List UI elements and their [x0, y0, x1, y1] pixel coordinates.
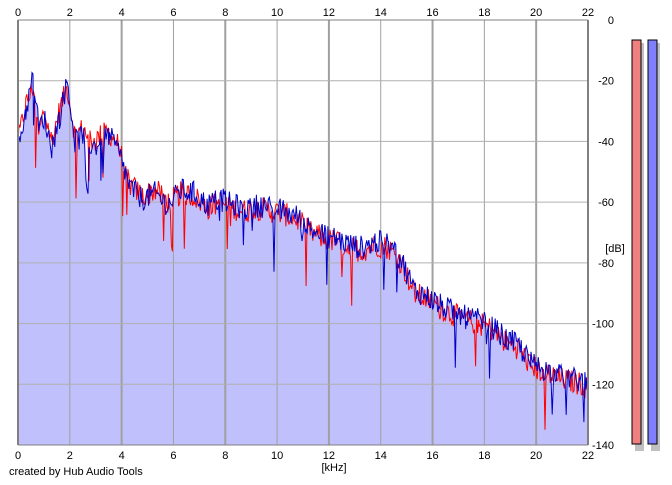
credit-text: created by Hub Audio Tools — [9, 466, 143, 478]
x-tick-label-top: 6 — [170, 7, 176, 19]
level-meter-2 — [647, 39, 658, 445]
y-tick-label: 0 — [608, 15, 614, 27]
x-tick-label-bottom: 20 — [530, 450, 542, 462]
x-tick-label-bottom: 18 — [478, 450, 490, 462]
x-tick-label-bottom: 6 — [170, 450, 176, 462]
x-tick-label-bottom: 4 — [119, 450, 125, 462]
y-tick-label: -60 — [598, 197, 614, 209]
x-tick-label-top: 12 — [323, 7, 335, 19]
x-tick-label-top: 14 — [375, 7, 387, 19]
y-tick-label: -20 — [598, 76, 614, 88]
x-tick-label-top: 0 — [15, 7, 21, 19]
x-tick-label-top: 22 — [582, 7, 594, 19]
x-tick-label-bottom: 16 — [426, 450, 438, 462]
x-tick-label-top: 16 — [426, 7, 438, 19]
x-tick-label-bottom: 0 — [15, 450, 21, 462]
y-tick-label: -40 — [598, 136, 614, 148]
x-tick-label-top: 8 — [222, 7, 228, 19]
x-tick-label-bottom: 8 — [222, 450, 228, 462]
y-tick-label: -140 — [592, 440, 614, 452]
x-tick-label-bottom: 14 — [375, 450, 387, 462]
x-tick-label-top: 20 — [530, 7, 542, 19]
x-tick-label-top: 18 — [478, 7, 490, 19]
x-tick-label-top: 10 — [271, 7, 283, 19]
x-tick-label-bottom: 12 — [323, 450, 335, 462]
spectrum-fill-area — [18, 72, 588, 445]
x-tick-label-bottom: 2 — [67, 450, 73, 462]
y-tick-label: -120 — [592, 379, 614, 391]
y-tick-label: -100 — [592, 319, 614, 331]
level-meter-1 — [631, 39, 642, 445]
y-axis-label: [dB] — [605, 243, 625, 255]
spectrum-series-line-1 — [17, 83, 589, 430]
x-axis-label: [kHz] — [321, 462, 346, 474]
y-tick-label: -80 — [598, 258, 614, 270]
x-tick-label-top: 4 — [119, 7, 125, 19]
spectrum-series-line-2 — [17, 71, 589, 423]
x-tick-label-bottom: 22 — [582, 450, 594, 462]
x-tick-label-top: 2 — [67, 7, 73, 19]
x-tick-label-bottom: 10 — [271, 450, 283, 462]
